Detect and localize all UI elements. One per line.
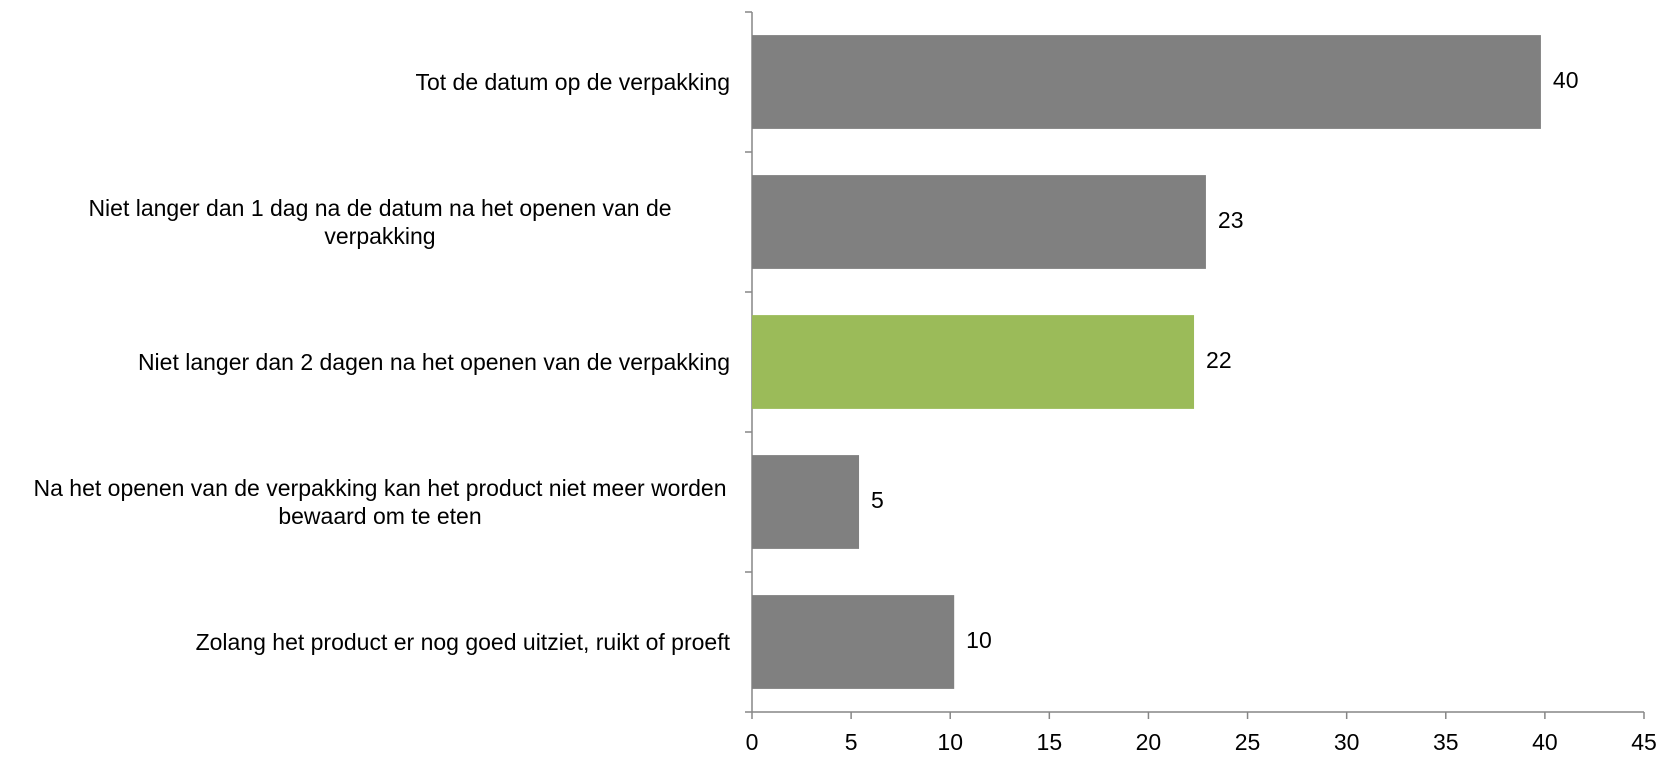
value-label: 22 <box>1206 347 1232 373</box>
value-label: 10 <box>966 627 992 653</box>
value-label: 40 <box>1553 67 1579 93</box>
category-label: Niet langer dan 1 dag na de datum na het… <box>0 182 730 262</box>
x-tick-label: 35 <box>1433 729 1459 755</box>
x-tick-label: 5 <box>845 729 858 755</box>
category-text: Niet langer dan 2 dagen na het openen va… <box>137 349 730 375</box>
category-label: Na het openen van de verpakking kan het … <box>0 462 730 542</box>
x-tick-label: 40 <box>1532 729 1558 755</box>
bar <box>752 315 1195 409</box>
category-text: Tot de datum op de verpakking <box>415 69 730 95</box>
x-tick-label: 20 <box>1136 729 1162 755</box>
value-label: 5 <box>871 487 884 513</box>
category-text: Niet langer dan 1 dag na de datum na het… <box>88 195 672 249</box>
value-label: 23 <box>1218 207 1244 233</box>
x-tick-label: 25 <box>1235 729 1261 755</box>
category-label: Zolang het product er nog goed uitziet, … <box>0 602 730 682</box>
category-label: Niet langer dan 2 dagen na het openen va… <box>0 322 730 402</box>
bar <box>752 35 1541 129</box>
category-text: Zolang het product er nog goed uitziet, … <box>195 629 730 655</box>
bar <box>752 595 955 689</box>
x-tick-label: 10 <box>937 729 963 755</box>
x-tick-label: 30 <box>1334 729 1360 755</box>
bar <box>752 175 1206 269</box>
category-label: Tot de datum op de verpakking <box>0 42 730 122</box>
category-text: Na het openen van de verpakking kan het … <box>33 475 727 529</box>
x-tick-label: 0 <box>746 729 759 755</box>
x-tick-label: 45 <box>1631 729 1657 755</box>
x-tick-label: 15 <box>1037 729 1063 755</box>
bar <box>752 455 860 549</box>
